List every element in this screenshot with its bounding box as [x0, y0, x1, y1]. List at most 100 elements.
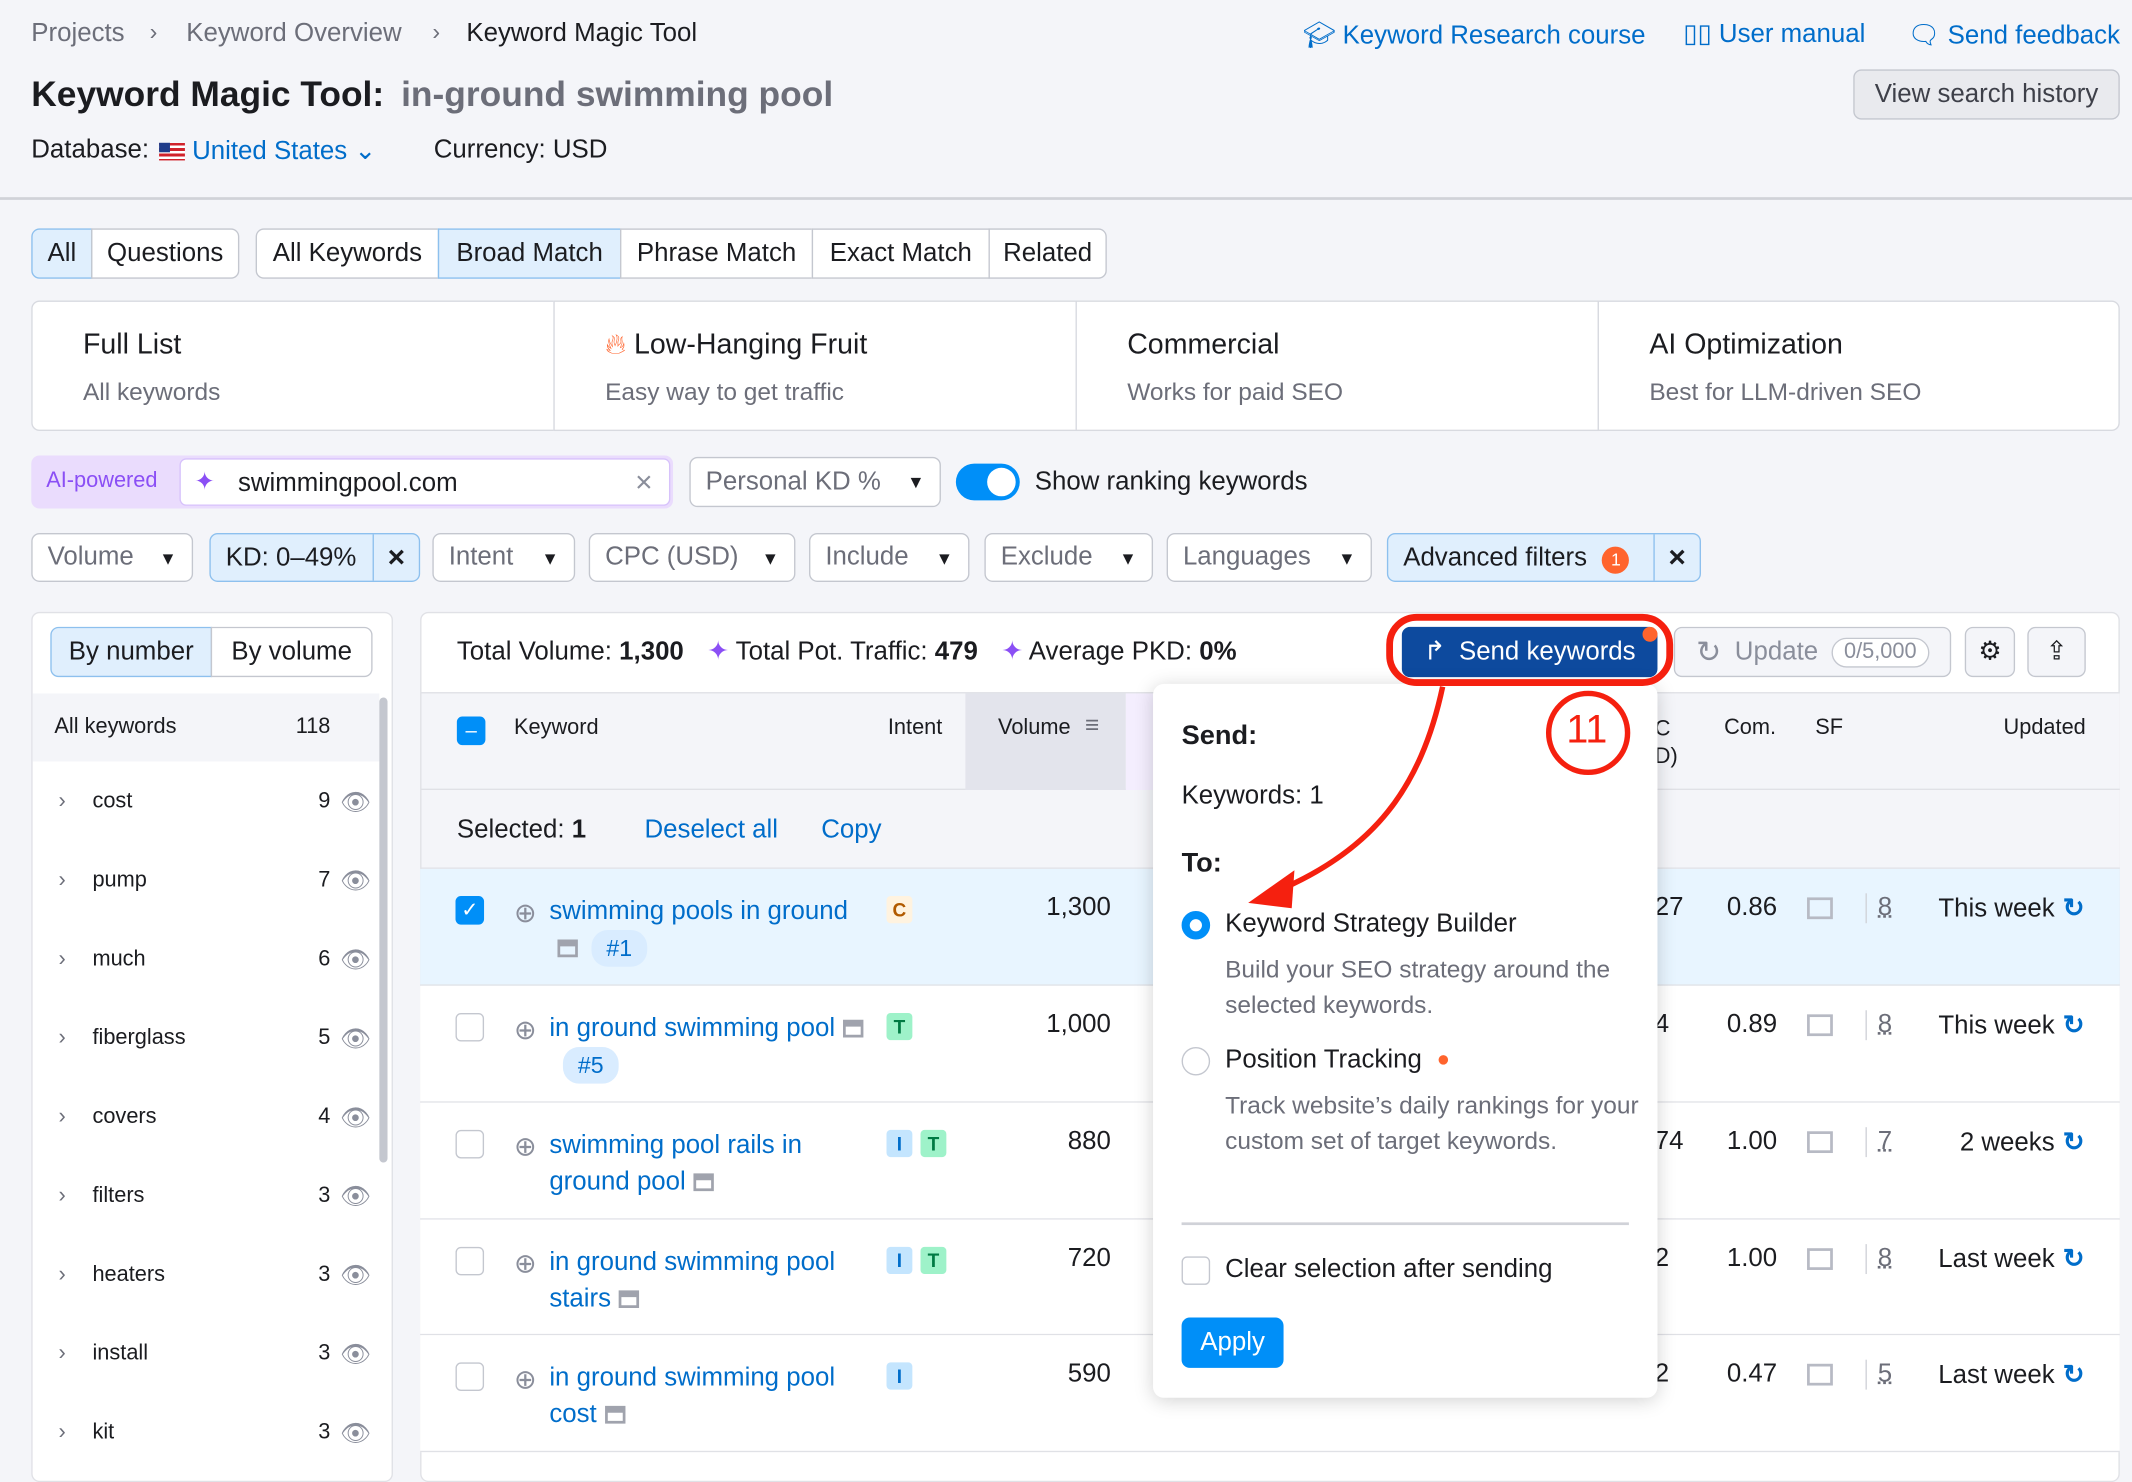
sf-count[interactable]: 5 — [1865, 1359, 1892, 1390]
col-intent[interactable]: Intent — [887, 716, 943, 740]
eye-icon[interactable]: 👁︎ — [340, 1182, 372, 1210]
card-commercial[interactable]: Commercial Works for paid SEO — [1075, 300, 1600, 432]
keyword-group-item[interactable]: › filters 3 👁︎ — [58, 1182, 372, 1210]
sf-count[interactable]: 8 — [1865, 1010, 1892, 1041]
apply-button[interactable]: Apply — [1181, 1317, 1284, 1368]
send-feedback-link[interactable]: 🗨︎ Send feedback — [1907, 21, 2121, 51]
refresh-icon[interactable]: ↻ — [2062, 894, 2085, 924]
refresh-icon[interactable]: ↻ — [2062, 1361, 2085, 1390]
personal-kd-dropdown[interactable]: Personal KD % ▼ — [689, 456, 941, 508]
settings-button[interactable]: ⚙ — [1964, 626, 2016, 678]
keyword-group-item[interactable]: › fiberglass 5 👁︎ — [58, 1024, 372, 1052]
clear-selection-checkbox[interactable] — [1181, 1256, 1211, 1285]
breadcrumb-keyword-overview[interactable]: Keyword Overview — [186, 19, 402, 48]
tab-all[interactable]: All — [31, 228, 93, 279]
row-checkbox[interactable] — [455, 1362, 485, 1391]
kd-filter[interactable]: KD: 0–49% × — [209, 533, 421, 582]
keyword-group-item[interactable]: › kit 3 👁︎ — [58, 1418, 372, 1447]
serp-features-icon[interactable] — [1807, 897, 1833, 920]
serp-icon[interactable] — [557, 940, 578, 958]
row-checkbox[interactable] — [455, 1129, 485, 1159]
keyword-link[interactable]: in ground swimming pool#5 — [549, 1010, 875, 1084]
tab-all-keywords[interactable]: All Keywords — [255, 228, 440, 279]
by-number-button[interactable]: By number — [50, 626, 213, 678]
eye-icon[interactable]: 👁︎ — [340, 1261, 372, 1289]
export-button[interactable]: ⇪ — [2027, 626, 2086, 678]
keyword-group-item[interactable]: › install 3 👁︎ — [58, 1339, 372, 1368]
row-checkbox[interactable] — [455, 1246, 485, 1276]
keyword-group-item[interactable]: › cost 9 👁︎ — [58, 787, 372, 816]
database-selector[interactable]: United States ⌄ — [159, 136, 376, 167]
cpc-filter[interactable]: CPC (USD) ▼ — [588, 533, 796, 582]
keyword-group-item[interactable]: › heaters 3 👁︎ — [58, 1261, 372, 1289]
eye-icon[interactable]: 👁︎ — [340, 945, 372, 973]
deselect-all-link[interactable]: Deselect all — [644, 815, 779, 845]
advanced-filters[interactable]: Advanced filters 1 × — [1386, 533, 1701, 582]
show-ranking-toggle[interactable] — [955, 463, 1020, 501]
exclude-filter[interactable]: Exclude ▼ — [984, 533, 1154, 582]
by-volume-button[interactable]: By volume — [210, 626, 373, 678]
breadcrumb-projects[interactable]: Projects — [31, 19, 125, 48]
remove-kd-filter-icon[interactable]: × — [387, 539, 406, 574]
select-all-checkbox[interactable]: – — [456, 716, 486, 746]
row-checkbox[interactable]: ✓ — [455, 896, 485, 925]
keyword-group-item[interactable]: › much 6 👁︎ — [58, 945, 372, 973]
radio-keyword-strategy-builder[interactable] — [1181, 910, 1211, 940]
sf-count[interactable]: 8 — [1865, 1244, 1892, 1275]
row-checkbox[interactable] — [455, 1012, 485, 1042]
card-full-list[interactable]: Full List All keywords — [31, 300, 555, 432]
eye-icon[interactable]: 👁︎ — [340, 787, 372, 816]
serp-icon[interactable] — [843, 1020, 864, 1039]
eye-icon[interactable]: 👁︎ — [340, 1339, 372, 1368]
all-keywords-group[interactable]: All keywords 118 — [32, 693, 380, 762]
serp-features-icon[interactable] — [1807, 1131, 1833, 1154]
serp-icon[interactable] — [604, 1406, 626, 1425]
keyword-link[interactable]: swimming pool rails in ground pool — [549, 1131, 803, 1197]
tab-related[interactable]: Related — [988, 228, 1107, 279]
clear-icon[interactable]: × — [635, 465, 653, 500]
serp-features-icon[interactable] — [1807, 1248, 1833, 1270]
add-to-list-icon[interactable]: ⊕ — [513, 898, 537, 929]
tab-broad-match[interactable]: Broad Match — [437, 228, 622, 279]
send-keywords-button[interactable]: ↱ Send keywords — [1401, 626, 1658, 678]
col-sf[interactable]: SF — [1815, 716, 1844, 740]
radio-position-tracking[interactable] — [1181, 1046, 1211, 1076]
eye-icon[interactable]: 👁︎ — [340, 1024, 372, 1052]
eye-icon[interactable]: 👁︎ — [340, 866, 372, 895]
add-to-list-icon[interactable]: ⊕ — [513, 1249, 537, 1280]
sf-count[interactable]: 7 — [1865, 1127, 1892, 1158]
sidebar-scrollbar[interactable] — [379, 697, 388, 1163]
sf-count[interactable]: 8 — [1865, 893, 1892, 924]
col-com[interactable]: Com. — [1724, 716, 1777, 740]
languages-filter[interactable]: Languages ▼ — [1166, 533, 1372, 582]
add-to-list-icon[interactable]: ⊕ — [513, 1365, 537, 1396]
copy-link[interactable]: Copy — [821, 815, 882, 845]
view-search-history-button[interactable]: View search history — [1853, 69, 2120, 120]
col-cpc[interactable]: C D) — [1654, 717, 1678, 769]
serp-icon[interactable] — [693, 1174, 715, 1192]
remove-advanced-filter-icon[interactable]: × — [1668, 539, 1686, 574]
card-ai-optimization[interactable]: AI Optimization Best for LLM-driven SEO — [1597, 300, 2120, 432]
tab-exact-match[interactable]: Exact Match — [811, 228, 990, 279]
keyword-group-item[interactable]: › pump 7 👁︎ — [58, 866, 372, 895]
tab-phrase-match[interactable]: Phrase Match — [620, 228, 814, 279]
add-to-list-icon[interactable]: ⊕ — [513, 1015, 537, 1046]
refresh-icon[interactable]: ↻ — [2062, 1128, 2085, 1158]
intent-filter[interactable]: Intent ▼ — [432, 533, 576, 582]
keyword-group-item[interactable]: › covers 4 👁︎ — [58, 1103, 372, 1131]
serp-icon[interactable] — [619, 1291, 640, 1309]
serp-features-icon[interactable] — [1807, 1014, 1833, 1037]
add-to-list-icon[interactable]: ⊕ — [513, 1132, 537, 1163]
col-keyword[interactable]: Keyword — [513, 716, 599, 740]
eye-icon[interactable]: 👁︎ — [340, 1418, 372, 1447]
volume-filter[interactable]: Volume ▼ — [31, 533, 194, 582]
col-volume[interactable]: Volume ≡ — [965, 693, 1126, 790]
include-filter[interactable]: Include ▼ — [809, 533, 970, 582]
keyword-link[interactable]: swimming pools in ground#1 — [549, 893, 875, 967]
tab-questions[interactable]: Questions — [91, 228, 240, 279]
option-keyword-strategy-builder[interactable]: Keyword Strategy Builder — [1225, 909, 1517, 939]
serp-features-icon[interactable] — [1807, 1363, 1833, 1386]
user-manual-link[interactable]: ▯▯ User manual — [1683, 20, 1866, 49]
refresh-icon[interactable]: ↻ — [2062, 1011, 2085, 1041]
domain-input[interactable]: ✦ swimmingpool.com × — [179, 458, 671, 506]
